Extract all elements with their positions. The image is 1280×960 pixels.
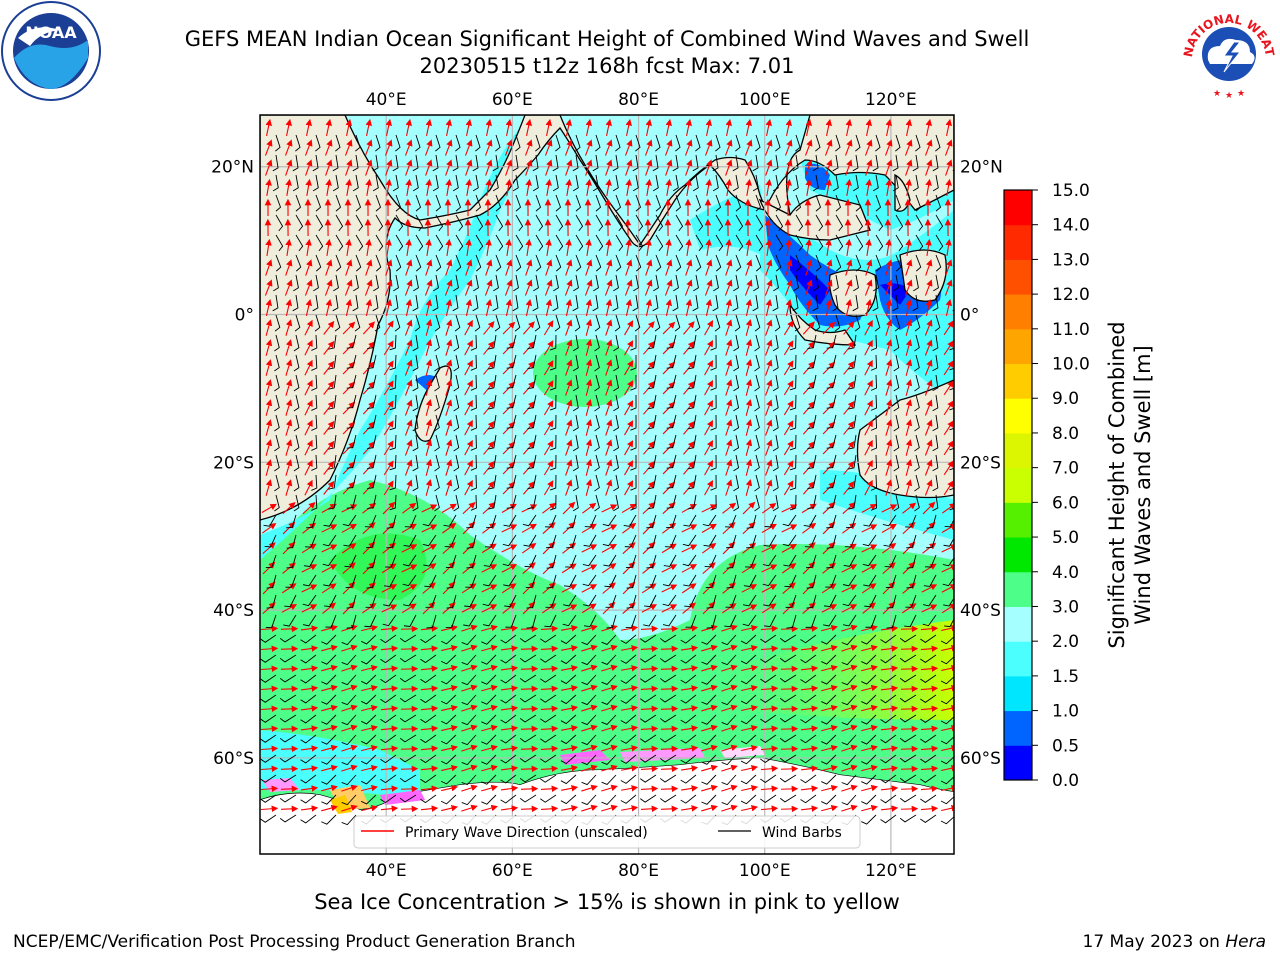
lon-tick-label-top: 60°E (492, 90, 533, 110)
lon-tick-label-bottom: 120°E (865, 861, 917, 881)
lon-tick-label-bottom: 60°E (492, 861, 533, 881)
map-frame (259, 114, 955, 855)
map-legend: Primary Wave Direction (unscaled) Wind B… (353, 815, 861, 849)
colorbar-tick-label: 3.0 (1052, 597, 1079, 617)
colorbar-bin (1004, 675, 1032, 712)
colorbar-bin (1004, 294, 1032, 330)
svg-text:★: ★ (1213, 89, 1221, 99)
lat-tick-label-right: 40°S (960, 601, 1001, 621)
sea-ice-note: Sea Ice Concentration > 15% is shown in … (314, 890, 900, 914)
colorbar-tick-label: 7.0 (1052, 459, 1079, 479)
wind-barbs (260, 134, 954, 826)
lon-tick-label-top: 100°E (739, 90, 791, 110)
colorbar-bin (1004, 224, 1032, 260)
footer-date-text: 17 May 2023 on (1082, 932, 1220, 952)
svg-text:★: ★ (1225, 91, 1233, 101)
lat-tick-label-right: 60°S (960, 749, 1001, 769)
colorbar-bin (1004, 467, 1032, 503)
colorbar-title-line-2: Wind Waves and Swell [m] (1131, 345, 1155, 625)
colorbar-bin (1004, 259, 1032, 295)
axis-tick-labels: 40°E 40°E 60°E 60°E 80°E 80°E 100°E 100°E 120°E 1… (211, 90, 1003, 881)
colorbar-tick-label: 10.0 (1052, 355, 1090, 375)
colorbar-bin (1004, 398, 1032, 434)
chart-title: GEFS MEAN Indian Ocean Significant Heigh… (0, 26, 1214, 80)
colorbar: 0.0 0.5 1.0 1.5 2.0 3.0 4.0 5.0 6.0 7.0 8.0 9.0 10.0… (1003, 181, 1090, 791)
noaa-logo-text: NOAA (25, 23, 77, 42)
colorbar-tick-label: 11.0 (1052, 320, 1090, 340)
lat-tick-label-right: 20°N (960, 158, 1003, 178)
legend-wind-barbs-label: Wind Barbs (762, 825, 842, 841)
lat-tick-label-left: 20°N (211, 158, 254, 178)
colorbar-tick-label: 4.0 (1052, 563, 1079, 583)
lat-tick-label-right: 20°S (960, 453, 1001, 473)
colorbar-bin (1004, 537, 1032, 573)
colorbar-tick-label: 8.0 (1052, 424, 1079, 444)
colorbar-tick-label: 2.0 (1052, 632, 1079, 652)
lat-tick-label-left: 60°S (213, 749, 254, 769)
noaa-logo-icon: NOAA (1, 1, 101, 101)
colorbar-tick-label: 12.0 (1052, 285, 1090, 305)
lon-tick-label-bottom: 40°E (366, 861, 407, 881)
lon-tick-label-top: 40°E (366, 90, 407, 110)
footer-date: 17 May 2023 on Hera (1083, 932, 1267, 952)
colorbar-tick-label: 1.0 (1052, 702, 1079, 722)
map-area (260, 115, 954, 854)
lon-tick-label-top: 80°E (618, 90, 659, 110)
footer-credit: NCEP/EMC/Verification Post Processing Pr… (13, 932, 576, 952)
svg-text:★: ★ (1237, 89, 1245, 99)
lon-tick-label-bottom: 100°E (739, 861, 791, 881)
colorbar-bin (1004, 190, 1032, 226)
colorbar-tick-label: 0.5 (1052, 736, 1079, 756)
colorbar-bin (1004, 606, 1032, 642)
colorbar-bin (1004, 328, 1032, 365)
colorbar-tick-label: 6.0 (1052, 493, 1079, 513)
colorbar-tick-label: 13.0 (1052, 250, 1090, 270)
colorbar-bin (1004, 745, 1032, 781)
colorbar-bin (1004, 363, 1032, 399)
legend-wave-direction-label: Primary Wave Direction (unscaled) (405, 825, 648, 841)
footer-machine: Hera (1225, 932, 1266, 952)
colorbar-tick-label: 1.5 (1052, 667, 1079, 687)
lat-tick-label-left: 40°S (213, 601, 254, 621)
lat-tick-label-left: 0° (235, 306, 254, 326)
colorbar-tick-label: 5.0 (1052, 528, 1079, 548)
colorbar-tick-label: 0.0 (1052, 771, 1079, 791)
colorbar-tick-label: 15.0 (1052, 181, 1090, 201)
colorbar-frame (1003, 189, 1033, 781)
colorbar-bin (1004, 502, 1032, 538)
colorbar-bin (1004, 641, 1032, 677)
nws-logo-icon: NATIONAL WEATHER SERVICE ★ ★ ★ (1178, 0, 1277, 101)
title-line-2: 20230515 t12z 168h fcst Max: 7.01 (419, 54, 795, 78)
colorbar-bin (1004, 710, 1032, 746)
title-line-1: GEFS MEAN Indian Ocean Significant Heigh… (184, 27, 1030, 51)
colorbar-tick-label: 14.0 (1052, 216, 1090, 236)
lat-tick-label-right: 0° (960, 306, 979, 326)
colorbar-bin (1004, 571, 1032, 607)
wave-direction-arrows (260, 118, 954, 813)
colorbar-bin (1004, 432, 1032, 469)
colorbar-title-line-1: Significant Height of Combined (1105, 321, 1129, 648)
lon-tick-label-top: 120°E (865, 90, 917, 110)
colorbar-tick-label: 9.0 (1052, 389, 1079, 409)
lat-tick-label-left: 20°S (213, 453, 254, 473)
lon-tick-label-bottom: 80°E (618, 861, 659, 881)
legend-box (353, 815, 861, 849)
